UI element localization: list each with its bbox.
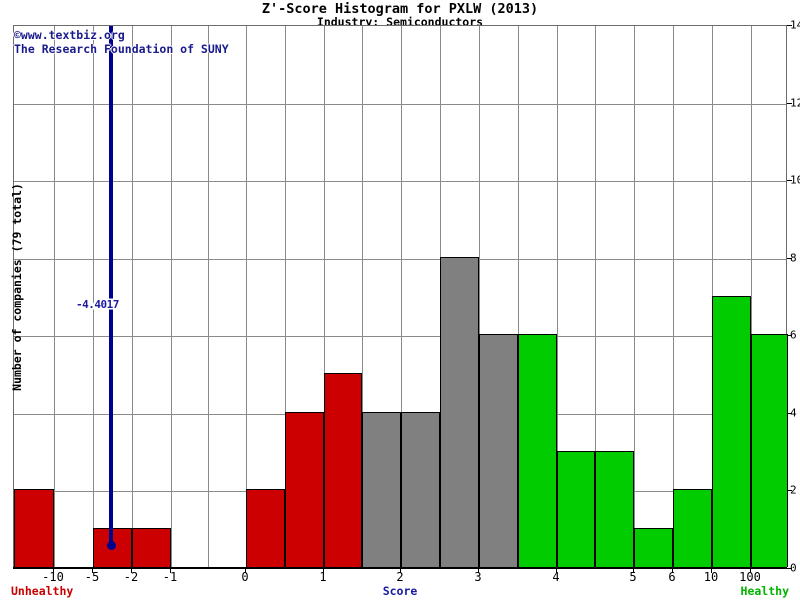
gridline-vertical bbox=[479, 26, 480, 567]
y-tick-mark bbox=[787, 25, 792, 26]
y-tick-mark bbox=[787, 180, 792, 182]
gridline-vertical bbox=[751, 26, 752, 567]
x-tick-mark bbox=[633, 568, 634, 573]
y-tick-label: 12 bbox=[790, 96, 800, 110]
gridline-horizontal bbox=[14, 258, 786, 260]
gridline-vertical bbox=[93, 26, 94, 567]
gridline-horizontal bbox=[14, 181, 786, 183]
histogram-bar bbox=[479, 334, 518, 567]
marker-line bbox=[109, 26, 113, 546]
watermark: ©www.textbiz.org The Research Foundation… bbox=[14, 28, 229, 56]
y-tick-label: 8 bbox=[790, 251, 797, 265]
x-tick-label: -10 bbox=[42, 570, 64, 584]
gridline-horizontal bbox=[14, 336, 786, 338]
histogram-bar bbox=[595, 450, 634, 567]
y-tick-label: 2 bbox=[790, 483, 797, 497]
y-tick-mark bbox=[787, 335, 792, 337]
x-tick-mark bbox=[750, 568, 751, 573]
x-tick-mark bbox=[245, 568, 246, 573]
x-tick-label: 1 bbox=[319, 570, 327, 584]
y-tick-label: 4 bbox=[790, 406, 797, 420]
gridline-vertical bbox=[285, 26, 286, 567]
gridline-horizontal bbox=[14, 103, 786, 105]
x-tick-label: -1 bbox=[162, 570, 178, 584]
gridline-vertical bbox=[132, 26, 133, 567]
x-axis-label-text: Score bbox=[382, 584, 418, 598]
x-tick-label: -5 bbox=[84, 570, 100, 584]
marker-value-label: -4.4017 bbox=[76, 297, 119, 311]
gridline-vertical bbox=[208, 26, 209, 567]
y-tick-label: 10 bbox=[790, 173, 800, 187]
marker-dot bbox=[106, 541, 116, 551]
histogram-bar bbox=[712, 295, 751, 567]
x-tick-mark bbox=[400, 568, 401, 573]
gridline-vertical bbox=[401, 26, 402, 567]
gridline-vertical bbox=[362, 26, 363, 567]
gridline-vertical bbox=[673, 26, 674, 567]
x-tick-mark bbox=[131, 568, 132, 573]
histogram-bar bbox=[401, 411, 440, 567]
histogram-bar bbox=[14, 489, 54, 567]
gridline-vertical bbox=[595, 26, 596, 567]
x-tick-label: 3 bbox=[474, 570, 482, 584]
x-tick-mark bbox=[53, 568, 54, 573]
y-tick-mark bbox=[787, 490, 792, 492]
y-axis-label: Number of companies (79 total) bbox=[10, 183, 24, 391]
gridline-vertical bbox=[54, 26, 55, 567]
x-tick-label: 2 bbox=[396, 570, 404, 584]
watermark-line-1: ©www.textbiz.org bbox=[14, 28, 125, 42]
legend-unhealthy: Unhealthy bbox=[11, 584, 74, 598]
histogram-bar bbox=[285, 411, 324, 567]
histogram-bar bbox=[518, 334, 557, 567]
x-axis-label: Score bbox=[0, 584, 800, 598]
histogram-bar bbox=[246, 489, 285, 567]
page-title: Z'-Score Histogram for PXLW (2013) bbox=[261, 1, 539, 17]
plot-inner: -4.4017 bbox=[14, 26, 788, 567]
y-tick-label: 14 bbox=[790, 18, 800, 32]
gridline-vertical bbox=[246, 26, 247, 567]
plot-area: -4.4017 bbox=[13, 25, 788, 568]
watermark-line-2: The Research Foundation of SUNY bbox=[14, 42, 229, 56]
y-tick-label: 0 bbox=[790, 561, 797, 575]
x-tick-mark bbox=[170, 568, 171, 573]
gridline-vertical bbox=[324, 26, 325, 567]
x-tick-label: 100 bbox=[739, 570, 761, 584]
x-tick-label: -2 bbox=[123, 570, 139, 584]
histogram-bar bbox=[132, 528, 171, 567]
x-tick-label: 5 bbox=[629, 570, 637, 584]
x-tick-mark bbox=[92, 568, 93, 573]
legend-healthy: Healthy bbox=[740, 584, 789, 598]
histogram-bar bbox=[634, 528, 673, 567]
histogram-bar bbox=[751, 334, 788, 567]
histogram-bar bbox=[324, 373, 362, 567]
gridline-vertical bbox=[634, 26, 635, 567]
x-tick-mark bbox=[672, 568, 673, 573]
x-tick-label: 4 bbox=[552, 570, 560, 584]
x-tick-mark bbox=[323, 568, 324, 573]
x-tick-mark bbox=[478, 568, 479, 573]
histogram-bar bbox=[673, 489, 712, 567]
y-tick-mark bbox=[787, 412, 792, 414]
x-tick-mark bbox=[556, 568, 557, 573]
x-tick-label: 6 bbox=[668, 570, 676, 584]
gridline-vertical bbox=[171, 26, 172, 567]
y-tick-mark bbox=[787, 102, 792, 104]
histogram-bar bbox=[557, 450, 595, 567]
gridline-vertical bbox=[518, 26, 519, 567]
x-tick-mark bbox=[711, 568, 712, 573]
x-tick-label: 0 bbox=[241, 570, 249, 584]
y-tick-label: 6 bbox=[790, 328, 797, 342]
x-tick-label: 10 bbox=[703, 570, 719, 584]
histogram-bar bbox=[362, 411, 401, 567]
histogram-bar bbox=[440, 256, 479, 567]
y-tick-mark bbox=[787, 568, 792, 569]
gridline-vertical bbox=[557, 26, 558, 567]
y-tick-mark bbox=[787, 257, 792, 259]
